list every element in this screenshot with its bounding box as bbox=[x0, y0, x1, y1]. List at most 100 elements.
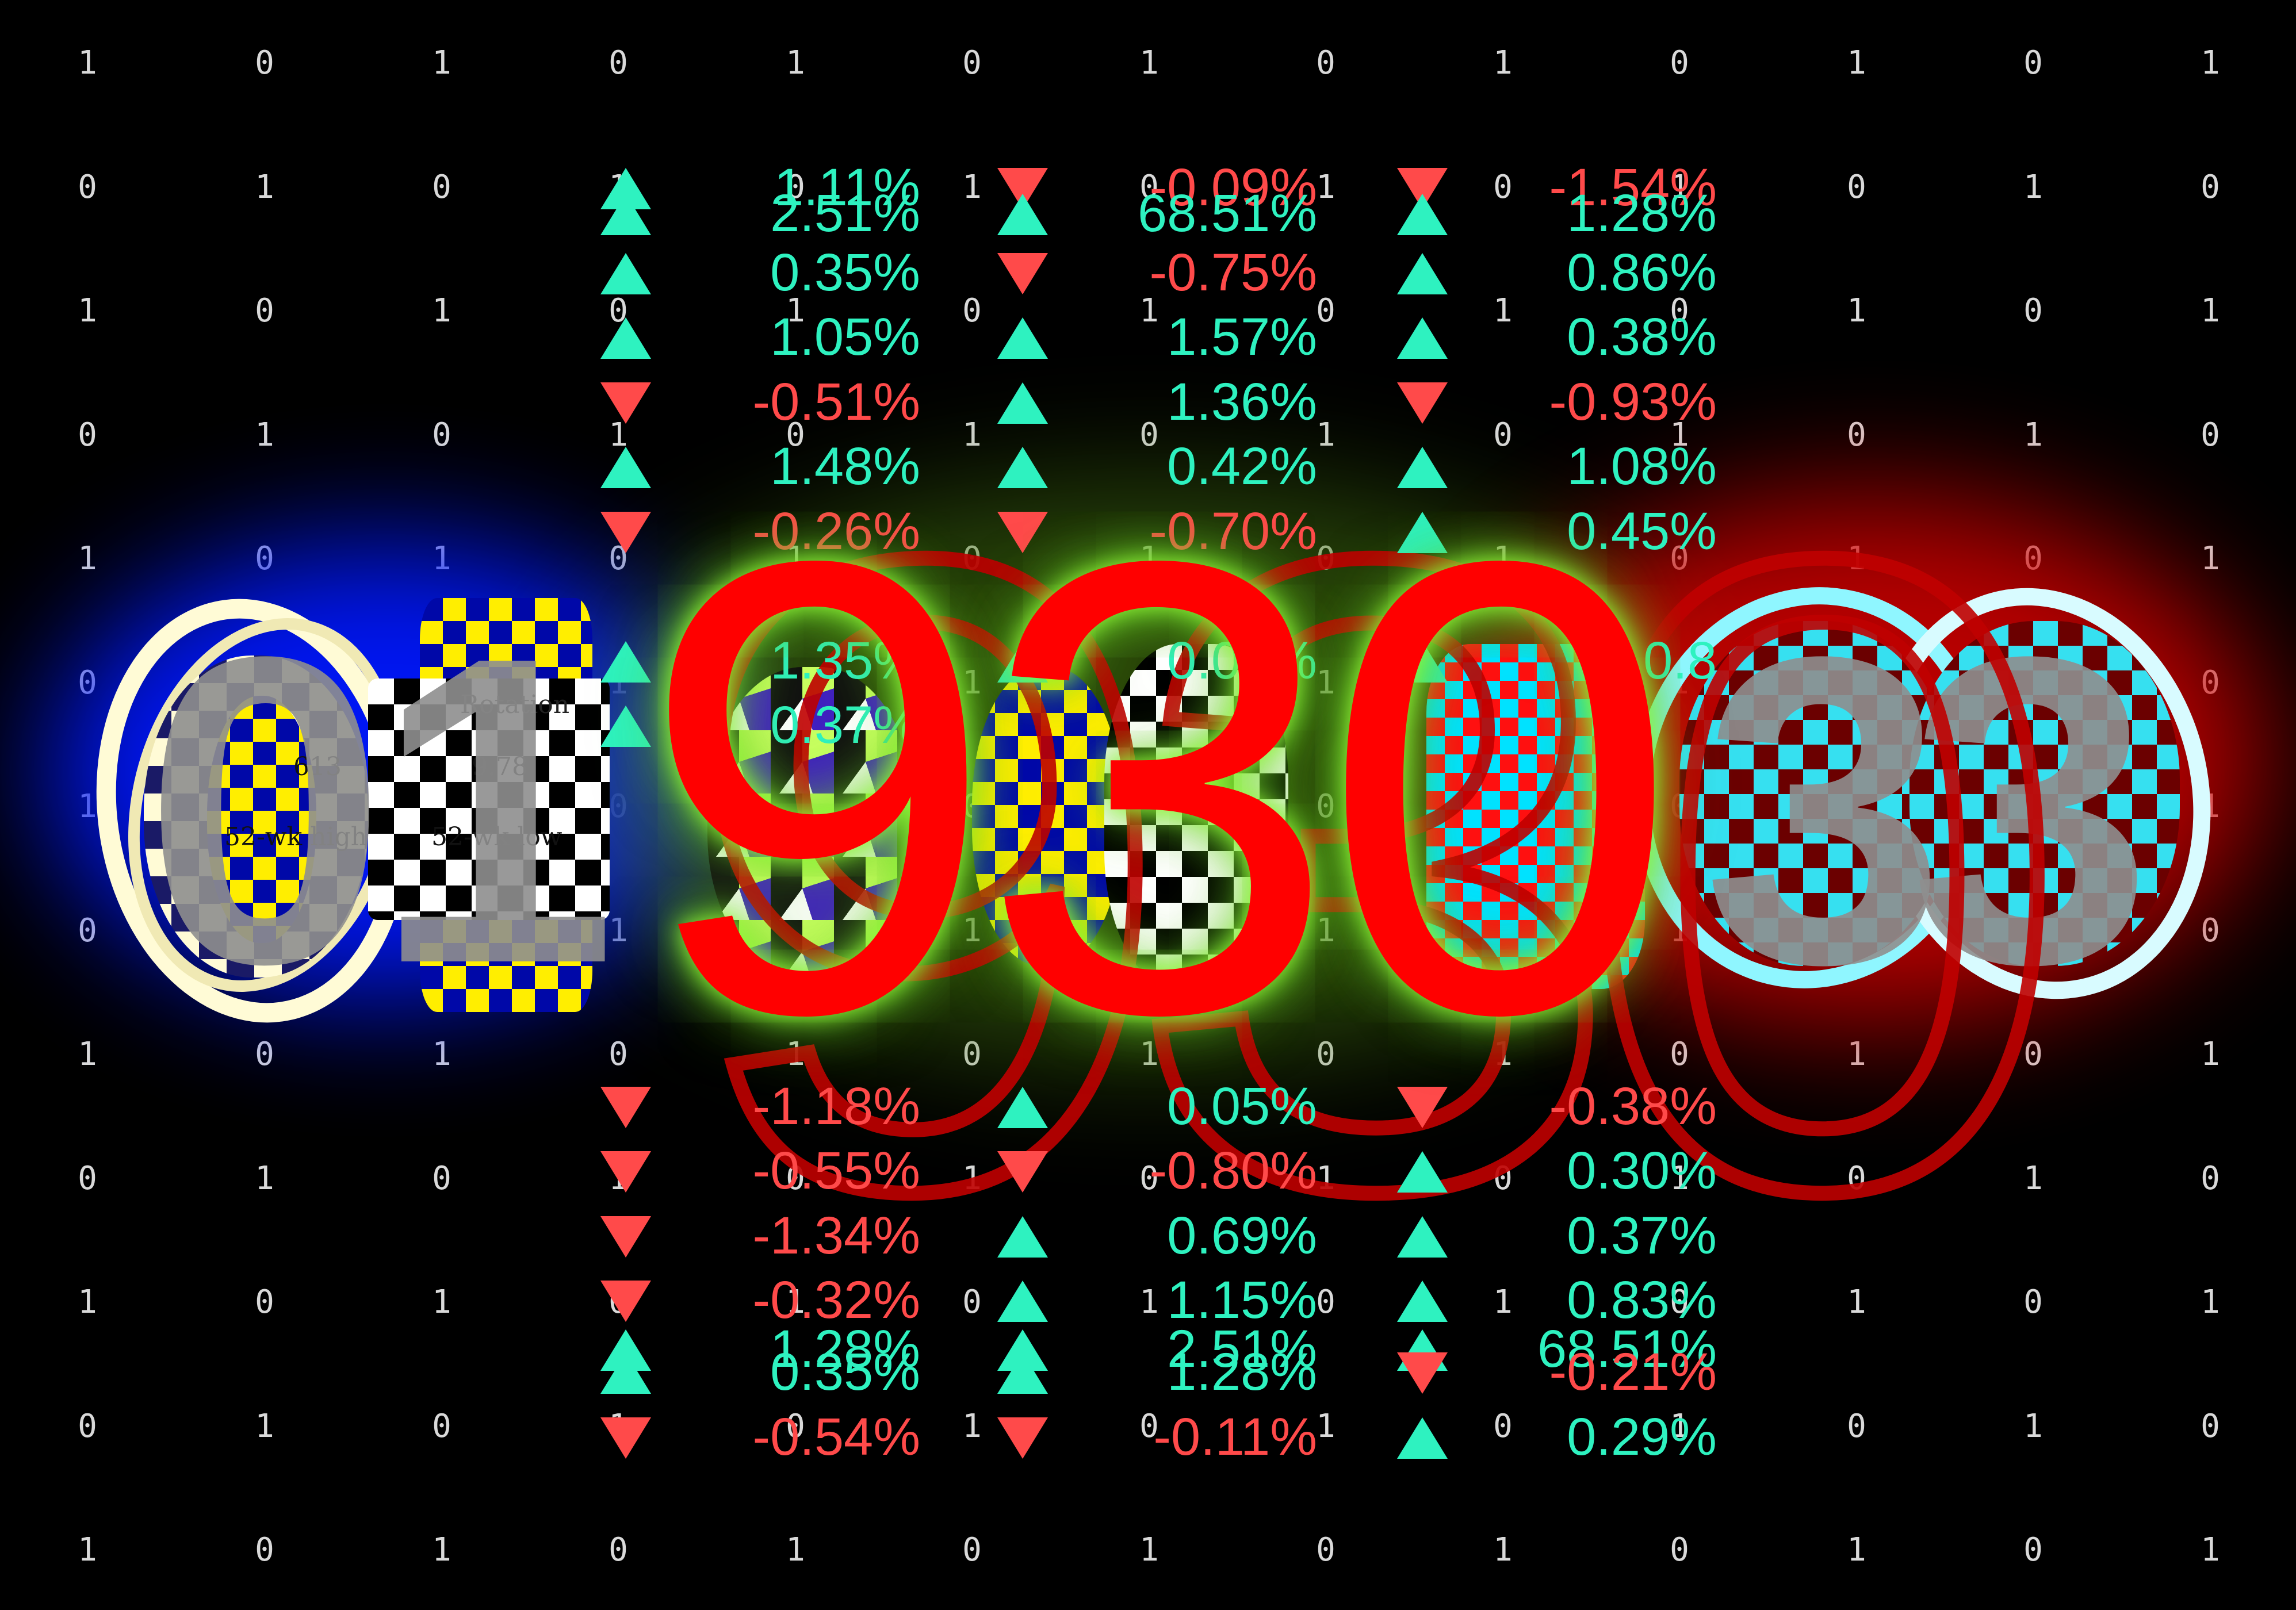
percent-change: 1.08% bbox=[1567, 437, 1717, 496]
ticker-item: -0.70% bbox=[995, 499, 1317, 564]
up-triangle-icon bbox=[1395, 1149, 1450, 1195]
up-triangle-icon bbox=[995, 191, 1050, 237]
background-digit-0: 0 bbox=[144, 566, 387, 1055]
binary-digit: 1 bbox=[432, 1531, 451, 1569]
percent-change: 0.69% bbox=[1167, 1206, 1317, 1265]
binary-digit: 1 bbox=[1847, 292, 1866, 329]
pattern-tile-three bbox=[1104, 644, 1288, 989]
ticker-item: -0.80% bbox=[995, 1138, 1317, 1203]
pattern-tile-nine-b bbox=[972, 667, 1122, 966]
percent-change: 0.05% bbox=[1167, 1077, 1317, 1136]
percent-change: -0.75% bbox=[1149, 243, 1318, 302]
up-triangle-icon bbox=[995, 639, 1050, 685]
binary-digit: 1 bbox=[786, 1036, 805, 1073]
percent-change: 1.57% bbox=[1167, 308, 1317, 366]
binary-digit: 1 bbox=[2023, 416, 2043, 454]
binary-digit: 0 bbox=[1493, 1159, 1513, 1197]
up-triangle-icon bbox=[1395, 315, 1450, 361]
binary-digit: 0 bbox=[1847, 1159, 1866, 1197]
ticker-item: -0.26% bbox=[598, 499, 920, 564]
binary-digit: 0 bbox=[2201, 1159, 2220, 1197]
binary-digit: 1 bbox=[255, 1407, 274, 1445]
down-triangle-icon bbox=[598, 1214, 653, 1260]
background-digit-1: 1 bbox=[374, 566, 617, 1055]
percent-change: -0.38% bbox=[1549, 1077, 1717, 1136]
ticker-item: -0.55% bbox=[598, 1138, 920, 1203]
percent-change: 0.42% bbox=[1167, 437, 1317, 496]
binary-digit: 1 bbox=[609, 416, 628, 454]
binary-digit: 1 bbox=[1847, 1036, 1866, 1073]
binary-digit: 1 bbox=[2023, 168, 2043, 206]
ticker-item: -0.21% bbox=[1395, 1340, 1717, 1404]
ghost-headline: 930 bbox=[671, 373, 2080, 1375]
percent-change: 68.51% bbox=[1537, 1320, 1717, 1378]
binary-digit: 0 bbox=[2023, 1036, 2043, 1073]
binary-digit: 0 bbox=[962, 1283, 982, 1321]
binary-digit: 0 bbox=[432, 1407, 451, 1445]
binary-digit: 0 bbox=[78, 1407, 97, 1445]
binary-digit: 1 bbox=[1847, 1531, 1866, 1569]
binary-digit: 0 bbox=[255, 1283, 274, 1321]
percent-change: 1.36% bbox=[1167, 373, 1317, 431]
background-digit-3a: 3 bbox=[1702, 566, 1946, 1055]
binary-digit: 0 bbox=[786, 168, 805, 206]
down-triangle-icon bbox=[1395, 380, 1450, 426]
binary-digit: 1 bbox=[78, 1283, 97, 1321]
binary-digit: 0 bbox=[1316, 1283, 1335, 1321]
binary-digit: 1 bbox=[2201, 1531, 2220, 1569]
ticker-item: -0.32% bbox=[598, 1268, 920, 1332]
binary-digit: 0 bbox=[962, 1531, 982, 1569]
up-triangle-icon bbox=[1395, 191, 1450, 237]
binary-digit: 0 bbox=[1670, 1531, 1689, 1569]
binary-digit: 0 bbox=[1139, 416, 1159, 454]
percent-change: 0.35% bbox=[770, 243, 920, 302]
binary-digit: 1 bbox=[1493, 1531, 1513, 1569]
binary-digit: 1 bbox=[2201, 1283, 2220, 1321]
up-triangle-icon bbox=[995, 315, 1050, 361]
binary-digit: 1 bbox=[78, 44, 97, 82]
up-triangle-icon bbox=[995, 1084, 1050, 1130]
up-triangle-icon bbox=[1395, 1214, 1450, 1260]
binary-digit: 0 bbox=[1316, 1531, 1335, 1569]
percent-change: -0.80% bbox=[1149, 1141, 1318, 1200]
percent-change: 68.51% bbox=[1137, 184, 1317, 243]
pattern-tile-zero-inner bbox=[207, 696, 316, 943]
ticker-item: 68.51% bbox=[1395, 1317, 1717, 1381]
ticker-item: 2.51% bbox=[995, 1317, 1317, 1381]
binary-digit: 1 bbox=[1316, 416, 1335, 454]
binary-digit: 1 bbox=[255, 416, 274, 454]
binary-digit: 1 bbox=[1670, 168, 1689, 206]
ticker-item: 0.35% bbox=[598, 240, 920, 305]
down-triangle-icon bbox=[598, 509, 653, 555]
down-triangle-icon bbox=[598, 1278, 653, 1324]
down-triangle-icon bbox=[995, 1149, 1050, 1195]
binary-digit: 1 bbox=[78, 292, 97, 329]
percent-change: -0.09% bbox=[1149, 158, 1318, 217]
binary-digit: 0 bbox=[2201, 911, 2220, 949]
binary-digit: 0 bbox=[2023, 1283, 2043, 1321]
ticker-item: 1.36% bbox=[995, 370, 1317, 434]
down-triangle-icon bbox=[598, 1415, 653, 1461]
binary-digit: 0 bbox=[786, 416, 805, 454]
ticker-item: 1.35% bbox=[598, 628, 920, 693]
down-triangle-icon bbox=[995, 509, 1050, 555]
up-triangle-icon bbox=[598, 639, 653, 685]
binary-digit: 1 bbox=[432, 44, 451, 82]
binary-digit: 1 bbox=[2201, 540, 2220, 577]
pattern-tile-zero-centre bbox=[1426, 644, 1645, 989]
binary-digit: 1 bbox=[1847, 1283, 1866, 1321]
up-triangle-icon bbox=[598, 1350, 653, 1396]
percent-change: 0.30% bbox=[1567, 1141, 1717, 1200]
ticker-item: 0.45% bbox=[1395, 499, 1717, 564]
percent-change: 1.11% bbox=[774, 158, 920, 217]
binary-digit: 0 bbox=[2201, 168, 2220, 206]
binary-digit: 1 bbox=[1316, 1159, 1335, 1197]
percent-change: 2.51% bbox=[770, 184, 920, 243]
ticker-item: -1.54% bbox=[1395, 155, 1717, 220]
up-triangle-icon bbox=[598, 191, 653, 237]
percent-change: 2.51% bbox=[1167, 1320, 1317, 1378]
binary-digit: 0 bbox=[2023, 292, 2043, 329]
down-triangle-icon bbox=[995, 1415, 1050, 1461]
